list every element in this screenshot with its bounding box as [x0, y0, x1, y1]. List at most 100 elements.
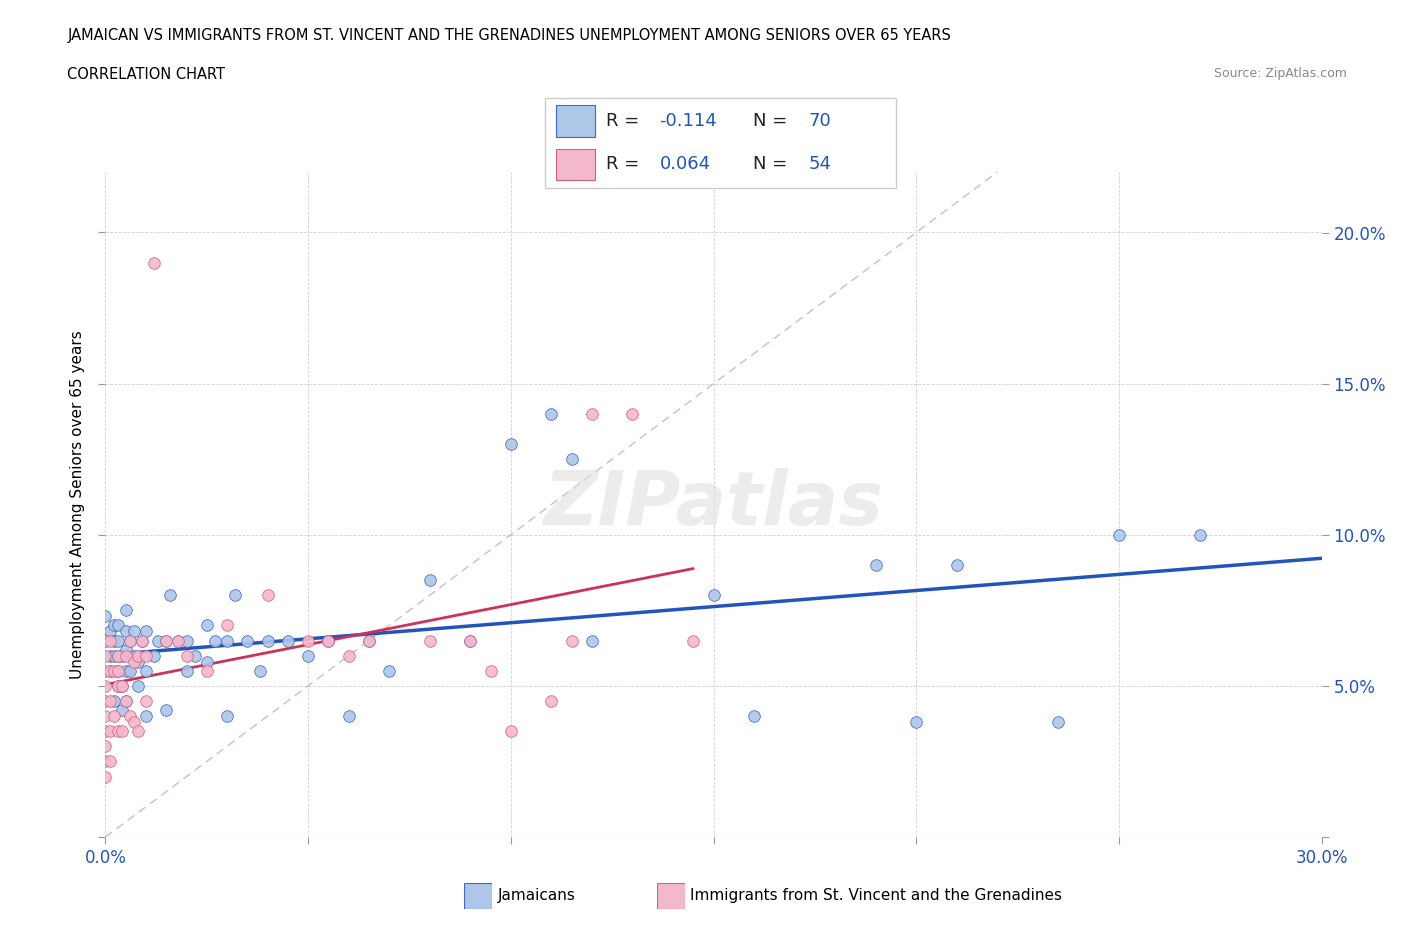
Text: -0.114: -0.114 — [659, 113, 717, 130]
Point — [98, 663, 121, 678]
Point — [122, 714, 145, 729]
Point — [155, 633, 177, 648]
Point — [103, 648, 125, 663]
Point — [98, 724, 121, 738]
Point — [236, 633, 259, 648]
Point — [111, 724, 134, 738]
Point — [131, 633, 153, 648]
Point — [143, 648, 166, 663]
Point — [702, 588, 725, 603]
Point — [94, 754, 117, 769]
Text: N =: N = — [752, 113, 793, 130]
Point — [107, 679, 129, 694]
Point — [865, 558, 887, 573]
Point — [107, 618, 129, 633]
Point — [155, 703, 177, 718]
Point — [98, 648, 121, 663]
Point — [94, 679, 117, 694]
Point — [1047, 714, 1070, 729]
Point — [135, 648, 157, 663]
Point — [458, 633, 481, 648]
Point — [114, 603, 136, 618]
Text: Source: ZipAtlas.com: Source: ZipAtlas.com — [1213, 67, 1347, 80]
Point — [357, 633, 380, 648]
Text: 54: 54 — [808, 155, 831, 173]
Text: 70: 70 — [808, 113, 831, 130]
Point — [94, 724, 117, 738]
Point — [111, 679, 134, 694]
Point — [98, 663, 121, 678]
Point — [94, 609, 117, 624]
Point — [167, 633, 190, 648]
Point — [581, 633, 603, 648]
Point — [94, 709, 117, 724]
Point — [621, 406, 644, 421]
Point — [561, 452, 583, 467]
Point — [581, 406, 603, 421]
Point — [94, 633, 117, 648]
Point — [103, 633, 125, 648]
Point — [1108, 527, 1130, 542]
Point — [143, 256, 166, 271]
Point — [135, 663, 157, 678]
Point — [107, 663, 129, 678]
Point — [183, 648, 205, 663]
Point — [217, 618, 239, 633]
Point — [98, 754, 121, 769]
Point — [107, 663, 129, 678]
Text: R =: R = — [606, 113, 645, 130]
Point — [135, 624, 157, 639]
Point — [114, 648, 136, 663]
Point — [107, 633, 129, 648]
Point — [118, 633, 141, 648]
Point — [1189, 527, 1212, 542]
Point — [742, 709, 765, 724]
Point — [176, 633, 198, 648]
Point — [103, 709, 125, 724]
Point — [561, 633, 583, 648]
Point — [131, 633, 153, 648]
Point — [94, 648, 117, 663]
Point — [357, 633, 380, 648]
Point — [107, 648, 129, 663]
Point — [103, 618, 125, 633]
Bar — [555, 105, 595, 137]
Point — [217, 633, 239, 648]
Point — [540, 694, 562, 709]
Point — [419, 633, 441, 648]
Point — [499, 437, 522, 452]
Point — [297, 648, 319, 663]
Point — [146, 633, 169, 648]
Point — [118, 663, 141, 678]
Point — [94, 663, 117, 678]
Point — [945, 558, 967, 573]
Point — [479, 663, 502, 678]
Text: Immigrants from St. Vincent and the Grenadines: Immigrants from St. Vincent and the Gren… — [690, 888, 1063, 903]
Point — [127, 679, 149, 694]
Point — [135, 709, 157, 724]
Point — [256, 588, 278, 603]
Point — [378, 663, 401, 678]
Point — [122, 648, 145, 663]
Point — [111, 703, 134, 718]
Point — [94, 694, 117, 709]
Point — [111, 679, 134, 694]
Point — [195, 655, 218, 670]
Point — [224, 588, 246, 603]
Point — [155, 633, 177, 648]
Bar — [555, 149, 595, 180]
Point — [419, 573, 441, 588]
Point — [114, 694, 136, 709]
Point — [256, 633, 278, 648]
Point — [94, 633, 117, 648]
Point — [540, 406, 562, 421]
Point — [905, 714, 928, 729]
Point — [107, 679, 129, 694]
Point — [127, 648, 149, 663]
Point — [135, 694, 157, 709]
Point — [195, 618, 218, 633]
Point — [204, 633, 226, 648]
Point — [103, 694, 125, 709]
Point — [297, 633, 319, 648]
Point — [176, 648, 198, 663]
